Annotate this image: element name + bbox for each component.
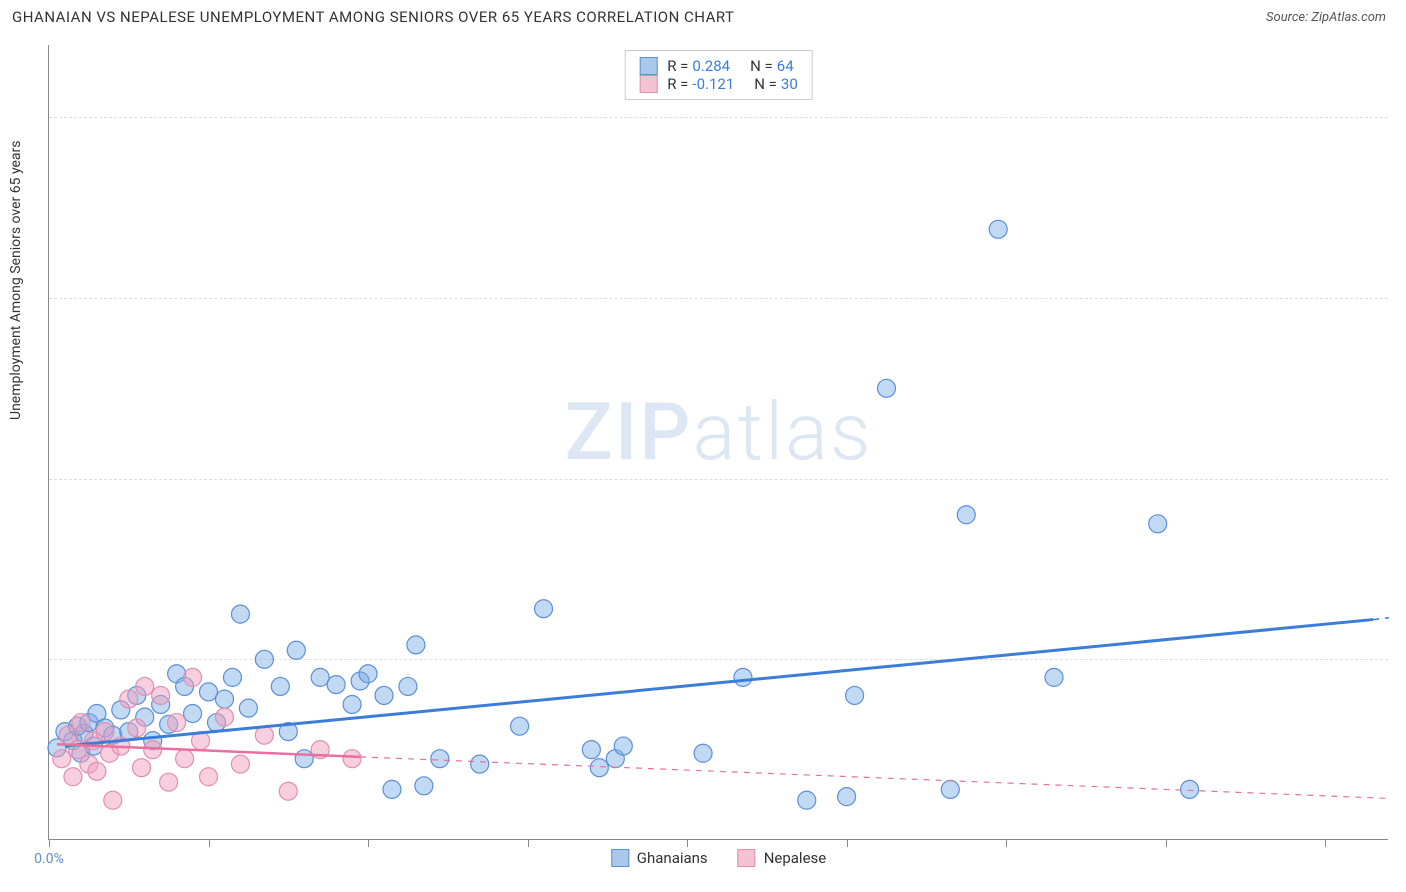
data-point xyxy=(415,777,433,795)
data-point xyxy=(1045,668,1063,686)
data-point xyxy=(279,782,297,800)
data-point xyxy=(327,676,345,694)
swatch-ghanaians-icon xyxy=(639,57,657,75)
legend-stats: R =0.284 N =64 R =-0.121 N =30 xyxy=(624,50,813,100)
data-point xyxy=(1181,780,1199,798)
trend-line xyxy=(1373,618,1389,620)
data-point xyxy=(511,717,529,735)
data-point xyxy=(407,636,425,654)
data-point xyxy=(878,379,896,397)
data-point xyxy=(104,791,122,809)
data-point xyxy=(88,762,106,780)
x-tick xyxy=(847,839,848,847)
x-tick xyxy=(368,839,369,847)
source-label: Source: ZipAtlas.com xyxy=(1266,10,1386,25)
data-point xyxy=(359,665,377,683)
y-axis-label: Unemployment Among Seniors over 65 years xyxy=(8,141,24,421)
x-tick xyxy=(687,839,688,847)
data-point xyxy=(1149,515,1167,533)
swatch-ghanaians-icon xyxy=(611,849,629,867)
data-point xyxy=(168,714,186,732)
data-point xyxy=(200,683,218,701)
chart-area: ZIPatlas R =0.284 N =64 R =-0.121 N =30 … xyxy=(48,45,1388,840)
swatch-nepalese-icon xyxy=(738,849,756,867)
data-point xyxy=(255,650,273,668)
data-point xyxy=(160,773,178,791)
data-point xyxy=(295,750,313,768)
data-point xyxy=(590,759,608,777)
data-point xyxy=(152,686,170,704)
x-tick xyxy=(1325,839,1326,847)
data-point xyxy=(271,677,289,695)
data-point xyxy=(614,737,632,755)
legend-item-nepalese: Nepalese xyxy=(738,849,827,867)
data-point xyxy=(734,668,752,686)
x-tick-label: 0.0% xyxy=(34,851,64,867)
data-point xyxy=(72,714,90,732)
data-point xyxy=(375,686,393,704)
data-point xyxy=(215,690,233,708)
data-point xyxy=(957,506,975,524)
data-point xyxy=(176,750,194,768)
data-point xyxy=(989,220,1007,238)
data-point xyxy=(846,686,864,704)
data-point xyxy=(215,708,233,726)
data-point xyxy=(431,750,449,768)
data-point xyxy=(471,755,489,773)
data-point xyxy=(582,741,600,759)
data-point xyxy=(120,690,138,708)
data-point xyxy=(136,677,154,695)
legend-row-ghanaians: R =0.284 N =64 xyxy=(639,57,798,75)
data-point xyxy=(255,726,273,744)
x-tick xyxy=(1166,839,1167,847)
data-point xyxy=(64,768,82,786)
trend-line xyxy=(360,757,1389,799)
data-point xyxy=(184,668,202,686)
data-point xyxy=(535,600,553,618)
data-point xyxy=(53,750,71,768)
x-tick xyxy=(528,839,529,847)
legend-series: Ghanaians Nepalese xyxy=(611,849,826,867)
x-tick xyxy=(49,839,50,847)
data-point xyxy=(798,791,816,809)
data-point xyxy=(343,750,361,768)
x-tick xyxy=(209,839,210,847)
data-point xyxy=(133,759,151,777)
data-point xyxy=(96,723,114,741)
scatter-plot xyxy=(49,45,1388,839)
data-point xyxy=(343,695,361,713)
data-point xyxy=(941,780,959,798)
data-point xyxy=(184,705,202,723)
data-point xyxy=(239,699,257,717)
data-point xyxy=(311,668,329,686)
data-point xyxy=(200,768,218,786)
data-point xyxy=(838,788,856,806)
data-point xyxy=(694,744,712,762)
legend-row-nepalese: R =-0.121 N =30 xyxy=(639,75,798,93)
trend-line xyxy=(65,620,1373,746)
chart-title: GHANAIAN VS NEPALESE UNEMPLOYMENT AMONG … xyxy=(12,8,735,26)
swatch-nepalese-icon xyxy=(639,75,657,93)
data-point xyxy=(287,641,305,659)
data-point xyxy=(399,677,417,695)
legend-item-ghanaians: Ghanaians xyxy=(611,849,708,867)
data-point xyxy=(383,780,401,798)
data-point xyxy=(223,668,241,686)
data-point xyxy=(128,719,146,737)
data-point xyxy=(231,605,249,623)
x-tick xyxy=(1006,839,1007,847)
data-point xyxy=(231,755,249,773)
